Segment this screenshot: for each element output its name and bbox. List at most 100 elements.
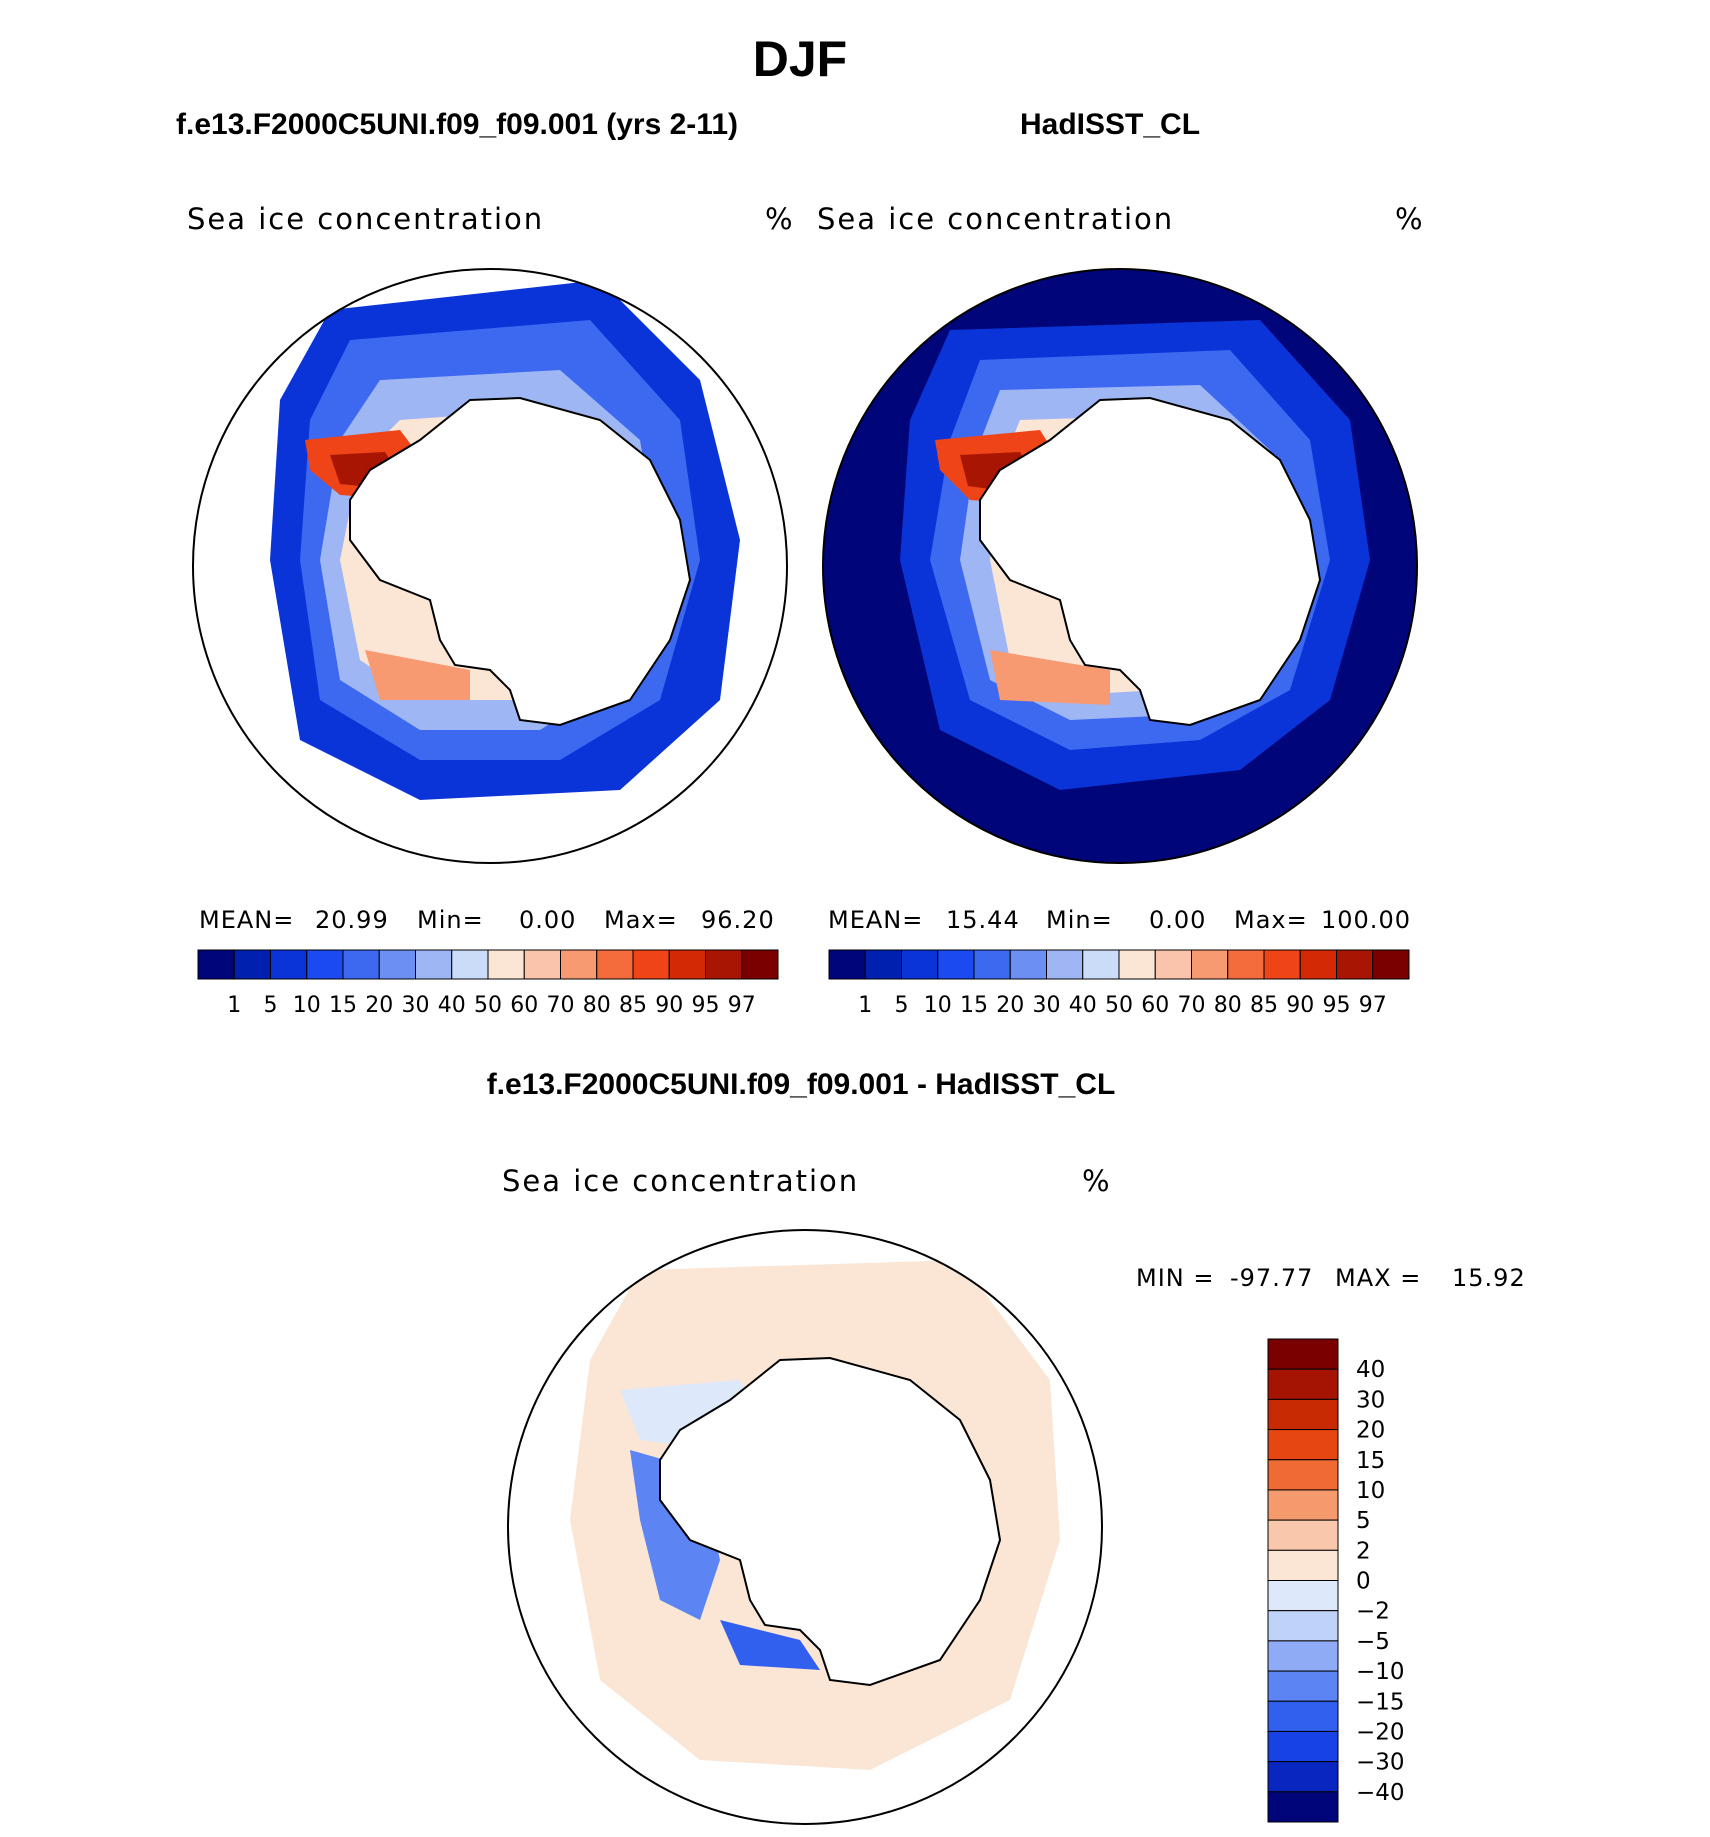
obs-colorbar-box [973,949,1011,980]
model-colorbar-tick-label: 30 [402,993,430,1018]
model-colorbar-box [415,949,453,980]
obs-mean-label: MEAN= [828,906,924,934]
model-colorbar-box [741,949,779,980]
difference-panel-title: f.e13.F2000C5UNI.f09_f09.001 - HadISST_C… [486,1068,1116,1101]
obs-colorbar-tick-label: 40 [1069,993,1097,1018]
model-mean-label: MEAN= [199,906,295,934]
diff-colorbar-tick-label: 0 [1356,1569,1371,1595]
model-colorbar-box [705,949,743,980]
diff-colorbar-tick-label: 10 [1356,1478,1385,1504]
diff-colorbar-box [1267,1459,1339,1491]
observation-panel-title: HadISST_CL [1020,108,1201,141]
model-colorbar-tick-label: 1 [227,993,241,1018]
model-colorbar-tick-label: 40 [438,993,466,1018]
model-colorbar-box [233,949,271,980]
obs-units-label: % [1395,202,1425,236]
model-map [270,280,740,800]
obs-colorbar-tick-label: 95 [1323,993,1351,1018]
diff-colorbar-box [1267,1610,1339,1642]
diff-colorbar-box [1267,1549,1339,1581]
obs-colorbar-box [1227,949,1265,980]
obs-colorbar-box [901,949,939,980]
model-colorbar-tick-label: 50 [474,993,502,1018]
obs-max-value: 100.00 [1321,906,1411,934]
obs-map [823,269,1417,863]
diff-max-label: MAX = [1335,1264,1422,1292]
model-colorbar-box [306,949,344,980]
model-colorbar-tick-label: 70 [547,993,575,1018]
diff-colorbar-box [1267,1580,1339,1612]
obs-colorbar-tick-label: 97 [1359,993,1387,1018]
obs-colorbar: 1 5 10 15 20 30 40 50 60 70 80 85 90 95 97 [828,949,1410,1018]
diff-min-label: MIN = [1136,1264,1215,1292]
model-colorbar-tick-label: 15 [329,993,357,1018]
diff-colorbar-box [1267,1670,1339,1702]
model-antarctica [349,396,692,727]
model-colorbar-box [378,949,416,980]
model-colorbar-box [487,949,525,980]
obs-colorbar-box [1118,949,1156,980]
diff-variable-label: Sea ice concentration [502,1164,860,1198]
diff-colorbar-tick-label: 30 [1356,1387,1385,1413]
diff-colorbar-tick-label: 40 [1356,1357,1385,1383]
model-colorbar-box [560,949,598,980]
model-colorbar-box [668,949,706,980]
model-mean-value: 20.99 [315,906,389,934]
diff-colorbar-tick-label: 5 [1356,1508,1371,1534]
model-map-border [192,268,788,864]
model-min-label: Min= [417,906,484,934]
obs-colorbar-box [1082,949,1120,980]
diff-colorbar-tick-label: −30 [1356,1750,1405,1776]
obs-colorbar-box [828,949,866,980]
model-colorbar-box [596,949,634,980]
obs-colorbar-tick-label: 20 [996,993,1024,1018]
diff-colorbar-box [1267,1429,1339,1461]
obs-colorbar-tick-label: 85 [1250,993,1278,1018]
model-colorbar-tick-label: 60 [510,993,538,1018]
diff-antarctica [659,1356,1002,1687]
obs-max-label: Max= [1234,906,1308,934]
diff-colorbar-box [1267,1519,1339,1551]
obs-colorbar-tick-label: 50 [1105,993,1133,1018]
obs-colorbar-tick-label: 1 [858,993,872,1018]
obs-colorbar-tick-label: 90 [1286,993,1314,1018]
model-colorbar-box [523,949,561,980]
obs-colorbar-box [1191,949,1229,980]
obs-colorbar-box [1046,949,1084,980]
obs-colorbar-tick-label: 60 [1141,993,1169,1018]
diff-colorbar-tick-label: −5 [1356,1629,1390,1655]
diff-negative-ross [720,1620,820,1670]
obs-colorbar-tick-label: 5 [895,993,909,1018]
figure-title: DJF [752,31,848,87]
obs-colorbar-box [1372,949,1410,980]
model-colorbar-box [270,949,308,980]
diff-colorbar-tick-label: −40 [1356,1780,1405,1806]
diff-colorbar-tick-label: 20 [1356,1418,1385,1444]
diff-min-value: -97.77 [1230,1264,1314,1292]
model-max-value: 96.20 [701,906,775,934]
model-colorbar-tick-label: 5 [264,993,278,1018]
diff-colorbar-box [1267,1368,1339,1400]
diff-map [570,1260,1060,1770]
model-units-label: % [765,202,795,236]
diff-colorbar-box [1267,1398,1339,1431]
obs-colorbar-tick-label: 10 [924,993,952,1018]
diff-units-label: % [1082,1164,1112,1198]
obs-min-value: 0.00 [1149,906,1207,934]
obs-mean-value: 15.44 [946,906,1020,934]
model-colorbar-box [451,949,489,980]
diff-map-border [507,1229,1103,1825]
obs-colorbar-tick-label: 30 [1033,993,1061,1018]
model-panel-title: f.e13.F2000C5UNI.f09_f09.001 (yrs 2-11) [176,108,739,141]
diff-colorbar-box [1267,1730,1339,1763]
diff-colorbar-box [1267,1761,1339,1793]
diff-colorbar-tick-label: 2 [1356,1538,1371,1564]
model-colorbar: 1 5 10 15 20 30 40 50 60 70 80 85 90 95 97 [197,949,779,1018]
diff-colorbar-tick-label: −2 [1356,1599,1390,1625]
obs-colorbar-box [1336,949,1374,980]
obs-colorbar-box [1299,949,1337,980]
diff-colorbar-box [1267,1640,1339,1672]
diff-colorbar-box [1267,1338,1339,1370]
